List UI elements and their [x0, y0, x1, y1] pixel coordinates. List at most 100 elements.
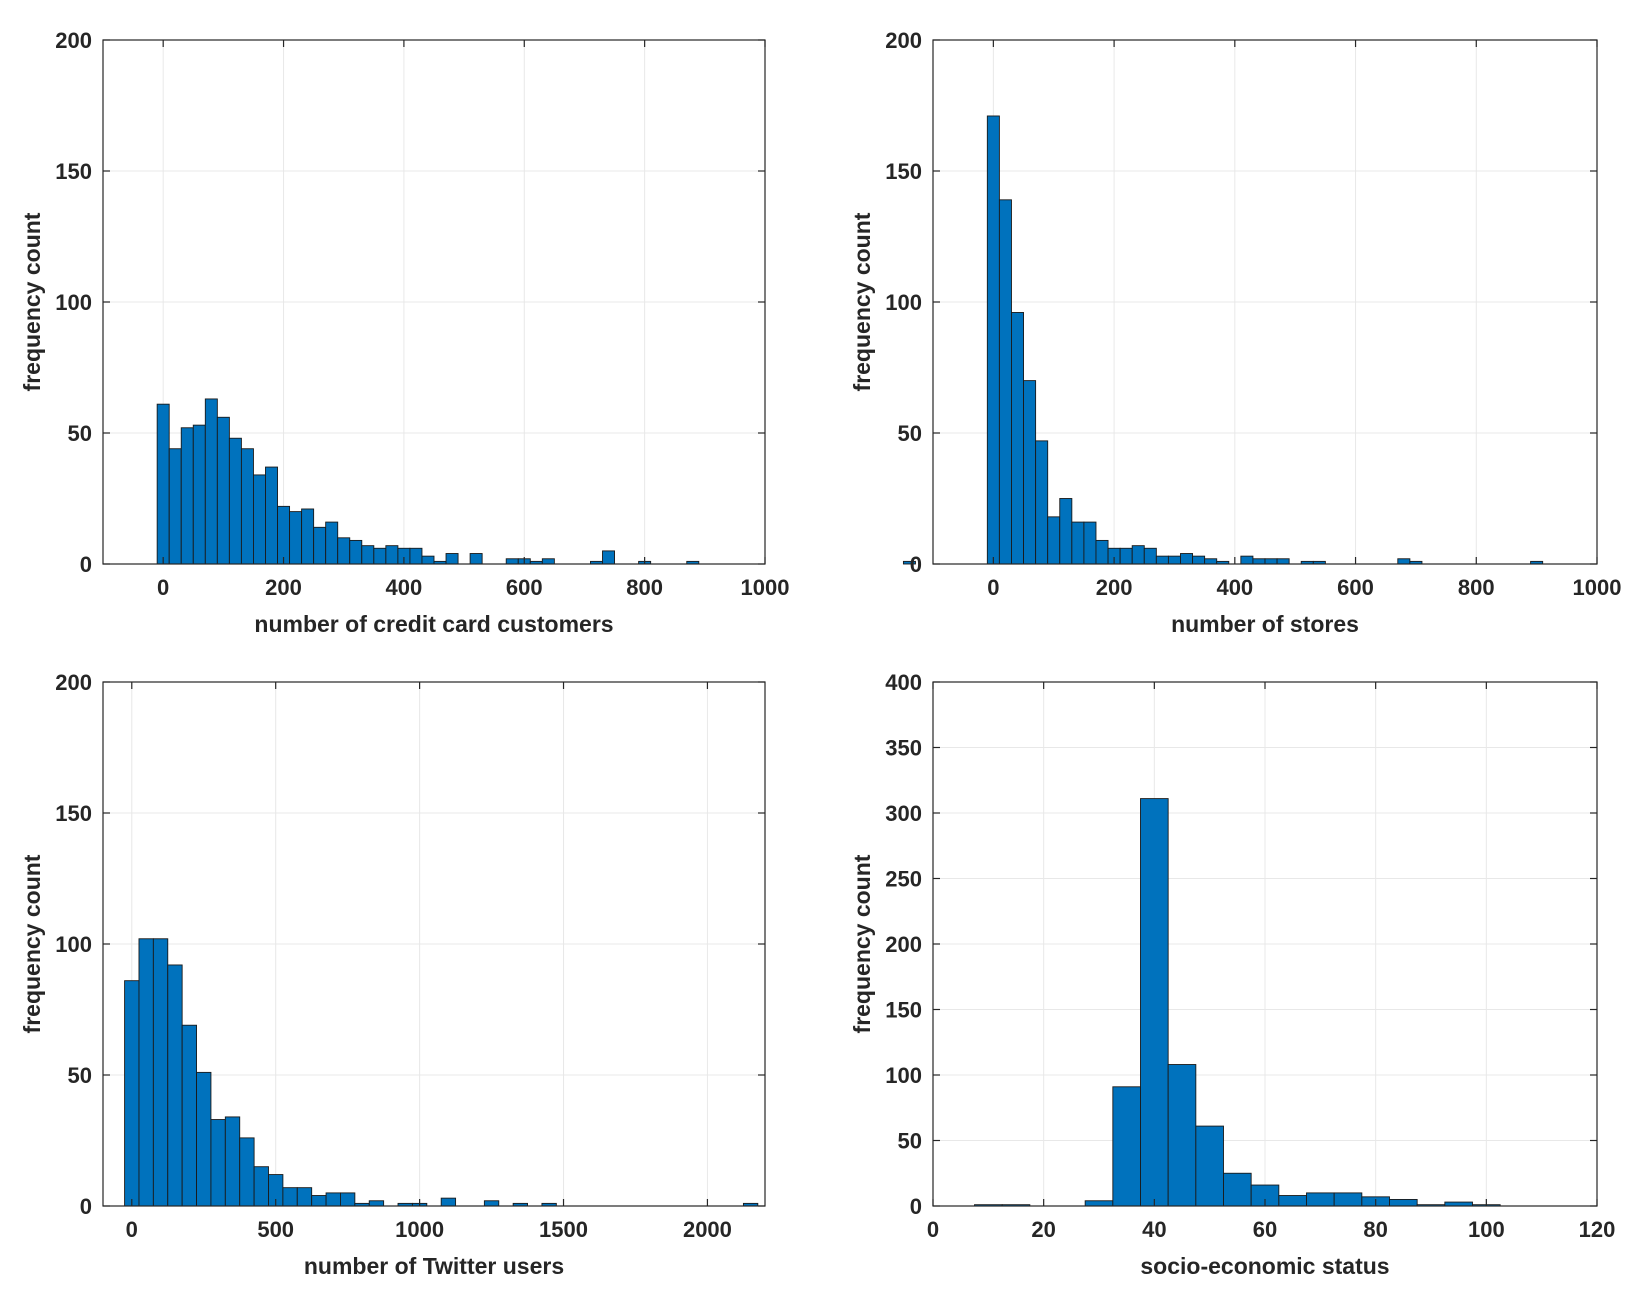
histogram-bar — [1155, 555, 1169, 565]
histogram-bar — [1047, 516, 1061, 565]
x-axis-label: number of credit card customers — [254, 611, 613, 637]
y-tick-label: 0 — [80, 552, 92, 577]
x-tick-label: 0 — [987, 575, 999, 600]
histogram-bar — [1240, 555, 1254, 565]
x-tick-label: 200 — [1096, 575, 1133, 600]
x-tick-label: 80 — [1363, 1217, 1387, 1242]
histogram-bar — [1167, 1064, 1197, 1207]
histogram-bar — [440, 1197, 457, 1207]
histogram-bar — [349, 539, 363, 565]
histogram-bar — [224, 1116, 241, 1207]
x-tick-label: 800 — [626, 575, 663, 600]
histogram-bar — [1264, 558, 1278, 565]
y-tick-label: 50 — [898, 1129, 922, 1154]
y-tick-label: 0 — [910, 1194, 922, 1219]
histogram-bar — [1084, 1200, 1114, 1207]
histogram-bar — [1059, 498, 1073, 565]
histogram-bar — [240, 448, 254, 565]
y-tick-label: 150 — [55, 801, 92, 826]
x-tick-label: 120 — [1579, 1217, 1616, 1242]
histogram-bar — [1143, 547, 1157, 565]
y-tick-label: 200 — [55, 28, 92, 53]
histogram-bar — [1035, 440, 1049, 565]
x-tick-label: 1500 — [539, 1217, 588, 1242]
chart-stores: 0 200 400 600 800 1000 0 50 100 150 200 number of s… — [849, 28, 1621, 637]
histogram-bar — [483, 1200, 500, 1207]
histogram-bar — [152, 938, 169, 1207]
histogram-bar — [1140, 798, 1169, 1207]
x-tick-label: 2000 — [683, 1217, 732, 1242]
x-tick-label: 200 — [265, 575, 302, 600]
histogram-bar — [1131, 545, 1145, 565]
chart-credit-card: 0 200 400 600 800 1000 0 50 100 150 200 number of c… — [19, 28, 916, 637]
y-axis-label: frequency count — [19, 854, 45, 1033]
histogram-bar — [602, 550, 615, 565]
histogram-bar — [181, 1024, 197, 1207]
x-tick-label: 1000 — [741, 575, 790, 600]
histogram-bar — [1119, 547, 1133, 565]
x-axis-label: number of Twitter users — [304, 1253, 564, 1279]
histogram-bar — [361, 545, 375, 565]
histogram-bar — [1306, 1192, 1335, 1207]
histogram-bar — [216, 416, 230, 565]
histogram-bar — [204, 398, 218, 565]
histogram-bar — [210, 1119, 226, 1207]
y-tick-label: 100 — [885, 1063, 922, 1088]
histogram-bar — [469, 553, 483, 565]
y-tick-label: 300 — [885, 801, 922, 826]
histogram-bar — [228, 437, 242, 565]
histogram-bar — [253, 1166, 269, 1207]
y-axis-label: frequency count — [849, 854, 875, 1033]
histogram-bar — [1180, 553, 1194, 565]
histogram-bar — [505, 558, 519, 565]
x-tick-label: 40 — [1142, 1217, 1166, 1242]
x-tick-label: 600 — [1337, 575, 1374, 600]
x-tick-label: 1000 — [1573, 575, 1622, 600]
histogram-bar — [265, 466, 278, 565]
histogram-bar — [253, 474, 266, 565]
histogram-bar — [167, 964, 183, 1207]
x-tick-label: 20 — [1031, 1217, 1055, 1242]
x-tick-label: 0 — [126, 1217, 138, 1242]
histogram-bar — [373, 547, 387, 565]
histogram-bar — [1023, 380, 1037, 565]
y-tick-label: 200 — [55, 670, 92, 695]
histogram-bar — [180, 427, 194, 565]
y-tick-label: 150 — [885, 159, 922, 184]
x-tick-label: 60 — [1253, 1217, 1277, 1242]
histogram-bar — [1389, 1198, 1418, 1207]
histogram-bar — [1112, 1086, 1141, 1207]
histogram-bar — [986, 115, 1000, 565]
y-axis-label: frequency count — [19, 212, 45, 391]
y-tick-label: 150 — [55, 159, 92, 184]
y-tick-label: 250 — [885, 867, 922, 892]
histogram-bar — [192, 424, 206, 565]
y-tick-label: 200 — [885, 932, 922, 957]
histogram-bar — [239, 1137, 255, 1207]
x-tick-label: 400 — [1216, 575, 1253, 600]
y-tick-label: 200 — [885, 28, 922, 53]
histogram-bar — [1167, 555, 1181, 565]
histogram-bar — [409, 547, 423, 565]
y-tick-label: 50 — [68, 421, 92, 446]
y-tick-label: 100 — [55, 290, 92, 315]
x-tick-label: 500 — [257, 1217, 294, 1242]
histogram-bar — [1195, 1125, 1224, 1207]
histogram-bar — [1397, 558, 1411, 565]
y-tick-label: 50 — [68, 1063, 92, 1088]
histogram-bar — [138, 938, 154, 1207]
histogram-bar — [1252, 558, 1266, 565]
y-tick-label: 0 — [80, 1194, 92, 1219]
histogram-bar — [313, 526, 327, 565]
y-axis-label: frequency count — [849, 212, 875, 391]
x-tick-label: 0 — [927, 1217, 939, 1242]
histogram-bar — [368, 1200, 385, 1207]
histogram-bar — [1278, 1195, 1307, 1207]
histogram-bar — [124, 980, 140, 1207]
x-tick-label: 600 — [506, 575, 543, 600]
chart-twitter: 0 500 1000 1500 2000 0 50 100 150 200 number of Tw… — [19, 670, 766, 1279]
histogram-bar — [1011, 312, 1024, 565]
histogram-bar — [1223, 1172, 1252, 1207]
